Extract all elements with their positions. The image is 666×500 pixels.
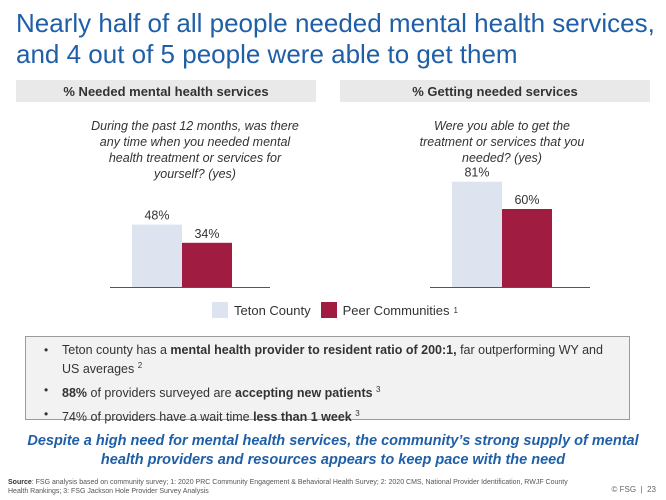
source-label: Source bbox=[8, 479, 32, 486]
finding-2-bold-pct: 88% bbox=[62, 386, 88, 401]
key-findings-list: Teton county has a mental health provide… bbox=[36, 342, 619, 425]
footer-separator: | bbox=[640, 485, 643, 494]
bar-teton bbox=[452, 181, 502, 287]
bar-teton bbox=[132, 224, 182, 287]
bar-chart-needed: 48% 34% bbox=[110, 209, 270, 288]
legend-label-teton: Teton County bbox=[234, 302, 311, 318]
legend-swatch-teton bbox=[212, 302, 228, 318]
finding-2-footnote: 3 bbox=[376, 385, 381, 395]
finding-1-bold: mental health provider to resident ratio… bbox=[170, 343, 457, 357]
bar-peer bbox=[182, 242, 232, 287]
conclusion-statement: Despite a high need for mental health se… bbox=[27, 433, 639, 468]
footer-brand: © FSG bbox=[611, 485, 637, 494]
legend-footnote-peer: 1 bbox=[453, 305, 458, 315]
page-title: Nearly half of all people needed mental … bbox=[16, 8, 655, 69]
finding-wait-time: 74% of providers have a wait time less t… bbox=[44, 406, 619, 425]
finding-3-bold: less than 1 week bbox=[253, 410, 352, 425]
question-needed: During the past 12 months, was there any… bbox=[91, 119, 299, 181]
legend-swatch-peer bbox=[320, 302, 337, 318]
panel-header-needed: % Needed mental health services bbox=[16, 80, 316, 102]
finding-3-text: 74% of providers have a wait time bbox=[62, 410, 254, 425]
finding-new-patients: 88% of providers surveyed are accepting … bbox=[44, 382, 619, 401]
bar-chart-getting: 81% 60% bbox=[430, 166, 590, 288]
data-label-teton: 81% bbox=[464, 166, 489, 180]
finding-3-footnote: 3 bbox=[355, 409, 360, 419]
finding-2-text: of providers surveyed are bbox=[87, 386, 236, 401]
legend-item-peer: Peer Communities 1 bbox=[320, 302, 458, 318]
legend-item-teton: Teton County bbox=[212, 302, 311, 318]
page-number: 23 bbox=[647, 485, 656, 494]
legend-label-peer: Peer Communities bbox=[342, 302, 450, 318]
finding-1-text: Teton county has a bbox=[62, 343, 171, 357]
data-label-teton: 48% bbox=[144, 209, 169, 223]
data-label-peer: 34% bbox=[194, 227, 219, 241]
key-findings-box: Teton county has a mental health provide… bbox=[25, 336, 630, 424]
finding-1-post: far outperforming WY and US averages bbox=[62, 343, 603, 377]
question-getting: Were you able to get the treatment or se… bbox=[419, 119, 585, 165]
source-text: : FSG analysis based on community survey… bbox=[8, 479, 568, 495]
legend: Teton County Peer Communities 1 bbox=[212, 302, 468, 318]
data-label-peer: 60% bbox=[514, 193, 539, 207]
source-note: Source: FSG analysis based on community … bbox=[8, 478, 568, 496]
finding-1-footnote: 2 bbox=[137, 361, 143, 370]
panel-header-getting: % Getting needed services bbox=[340, 80, 650, 102]
finding-provider-ratio: Teton county has a mental health provide… bbox=[44, 342, 619, 377]
page-footer: © FSG | 23 bbox=[612, 485, 656, 494]
bar-peer bbox=[502, 209, 552, 287]
finding-2-bold: accepting new patients bbox=[235, 386, 373, 401]
